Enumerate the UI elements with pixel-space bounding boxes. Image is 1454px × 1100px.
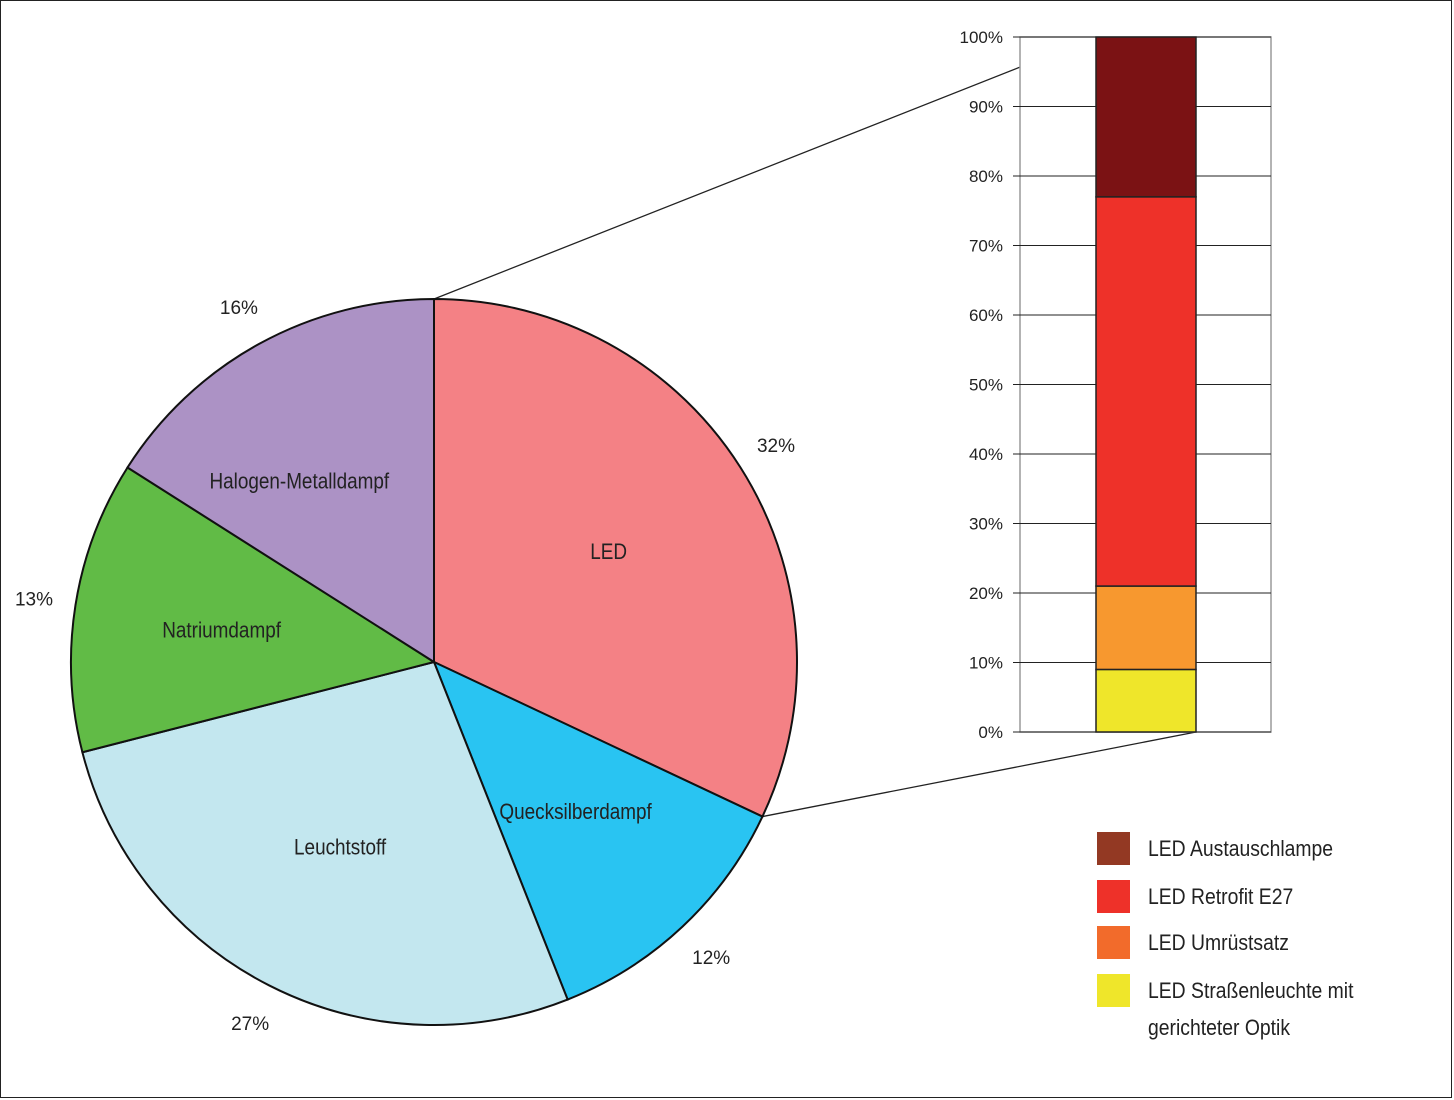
bar-segment-led-austauschlampe	[1095, 36, 1197, 198]
legend-label: LED Austauschlampe	[1148, 837, 1333, 861]
pie-chart: LED 32% Quecksilberdampf 12% Leuchtstoff 27% N…	[15, 297, 798, 1035]
slice-percent-leuchtstoff: 27%	[231, 1014, 269, 1035]
pie-slice-quecksilberdampf	[432, 660, 764, 1001]
y-tick-label: 20%	[969, 584, 1003, 603]
slice-name-leuchtstoff: Leuchtstoff	[294, 835, 386, 860]
slice-name-natriumdampf: Natriumdampf	[162, 618, 281, 643]
slice-name-led: LED	[590, 540, 627, 565]
y-tick-label: 80%	[969, 167, 1003, 186]
pie-slice-led	[433, 297, 798, 818]
y-tick-label: 30%	[969, 515, 1003, 534]
connector-bottom	[762, 731, 1197, 818]
legend-swatch-led-retrofit-e27	[1097, 880, 1130, 913]
legend-swatch-led-austauschlampe	[1097, 832, 1130, 865]
legend-label: LED Retrofit E27	[1148, 885, 1293, 909]
y-tick-label: 90%	[969, 98, 1003, 117]
legend-swatch-led-strassenleuchte-mit-gerichteter-optik	[1097, 974, 1130, 1007]
pie-slice-leuchtstoff	[81, 660, 569, 1026]
y-tick-label: 60%	[969, 306, 1003, 325]
y-tick-label: 10%	[969, 654, 1003, 673]
bar-segment-led-retrofit-e27	[1095, 196, 1197, 587]
legend-label: gerichteter Optik	[1148, 1016, 1291, 1040]
slice-percent-natriumdampf: 13%	[15, 590, 53, 611]
legend-label: LED Straßenleuchte mit	[1148, 979, 1354, 1003]
slice-percent-quecksilberdampf: 12%	[692, 948, 730, 969]
slice-name-halogen-metalldampf: Halogen-Metalldampf	[209, 469, 389, 494]
legend-label: LED Umrüstsatz	[1148, 931, 1289, 955]
slice-percent-halogen-metalldampf: 16%	[220, 298, 258, 319]
bar-segment-led-strassenleuchte-mit-gerichteter-optik	[1095, 668, 1197, 733]
y-tick-label: 40%	[969, 445, 1003, 464]
pie-slice-natriumdampf	[70, 466, 437, 754]
y-tick-label: 0%	[978, 723, 1003, 742]
slice-name-quecksilberdampf: Quecksilberdampf	[499, 799, 652, 824]
stacked-bar-chart: 0% 10% 20% 30% 40% 50% 60% 70% 80% 90% 100%	[960, 28, 1272, 742]
zoom-connectors	[433, 36, 1197, 818]
slice-percent-led: 32%	[757, 436, 795, 457]
pie-slice-halogen-metalldampf	[126, 297, 435, 664]
legend: LED Austauschlampe LED Retrofit E27 LED Um…	[1097, 832, 1354, 1040]
legend-swatch-led-umruestsatz	[1097, 926, 1130, 959]
y-tick-label: 50%	[969, 376, 1003, 395]
y-tick-label: 70%	[969, 237, 1003, 256]
bar-segment-led-umruestsatz	[1095, 585, 1197, 671]
connector-top	[433, 36, 1097, 300]
y-tick-label: 100%	[960, 28, 1003, 47]
